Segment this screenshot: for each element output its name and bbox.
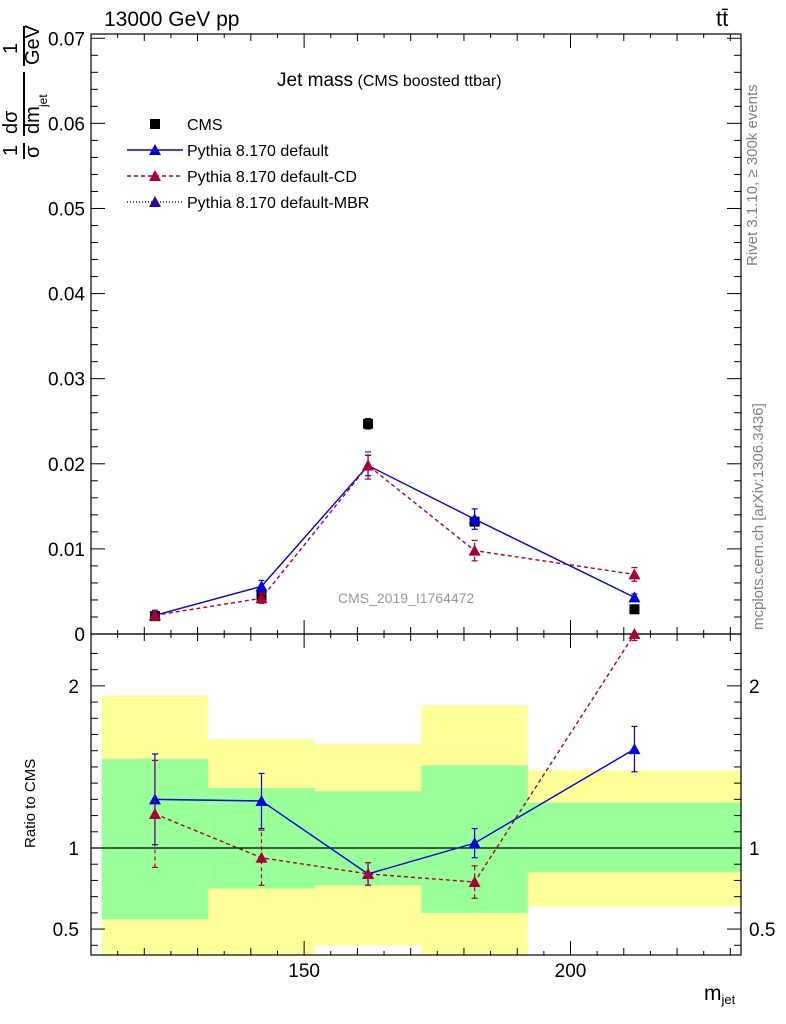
y-tick-label: 0.06 bbox=[48, 114, 85, 135]
legend-label-data: CMS bbox=[187, 117, 223, 134]
marker-cd bbox=[362, 459, 375, 471]
ratio-y-tick-label: 2 bbox=[68, 677, 79, 698]
chart-title-sub: (CMS boosted ttbar) bbox=[357, 73, 502, 90]
energy-label: 13000 GeV pp bbox=[104, 8, 240, 31]
marker-cd bbox=[255, 592, 268, 604]
marker-default bbox=[468, 513, 481, 525]
ratio-marker-default bbox=[468, 837, 481, 849]
y-tick-label: 0.01 bbox=[48, 540, 85, 561]
x-tick-label: 150 bbox=[288, 961, 320, 982]
legend-marker-cd bbox=[149, 170, 161, 181]
y-tick-label: 0.05 bbox=[48, 199, 85, 220]
y-tick-label: 0.07 bbox=[48, 29, 85, 50]
ratio-marker-cd bbox=[628, 628, 641, 639]
legend-marker-default bbox=[149, 144, 161, 155]
marker-default bbox=[628, 591, 641, 603]
process-label: tt̄ bbox=[716, 6, 729, 31]
y-tick-label: 0.04 bbox=[48, 285, 85, 306]
ratio-marker-default bbox=[148, 793, 161, 805]
ratio-marker-cd bbox=[255, 851, 268, 863]
ylabel-jet: jet bbox=[36, 94, 50, 107]
ratio-frame bbox=[90, 633, 742, 956]
ratio-y-tick-label-right: 0.5 bbox=[749, 920, 775, 941]
legend-marker-data bbox=[150, 119, 160, 129]
chart-title-main: Jet mass bbox=[277, 70, 354, 91]
ratio-line-cd bbox=[154, 633, 636, 883]
ylabel-dsigma: dσ bbox=[0, 110, 22, 134]
ratio-marker-cd bbox=[148, 807, 161, 819]
ratio-marker-cd bbox=[468, 876, 481, 888]
legend-marker-mbr bbox=[149, 196, 161, 207]
x-tick-label: 200 bbox=[555, 961, 587, 982]
ylabel-dm: dm bbox=[22, 106, 44, 134]
data-point bbox=[629, 604, 640, 615]
ratio-y-tick-label: 1 bbox=[68, 839, 79, 860]
marker-cd bbox=[628, 568, 641, 580]
chart-title: Jet mass (CMS boosted ttbar) bbox=[277, 70, 502, 92]
ratio-y-tick-label-right: 1 bbox=[749, 839, 760, 860]
data-point bbox=[363, 418, 374, 429]
watermark: CMS_2019_I1764472 bbox=[338, 590, 475, 606]
marker-default bbox=[255, 580, 268, 592]
y-axis-label-ratio: Ratio to CMS bbox=[22, 758, 39, 848]
ylabel-one: 1 bbox=[0, 144, 22, 156]
mcplots-label: mcplots.cern.ch [arXiv:1306.3436] bbox=[750, 403, 767, 630]
legend-label-cd: Pythia 8.170 default-CD bbox=[187, 169, 357, 186]
x-axis-label: mjet bbox=[704, 982, 735, 1007]
marker-cd bbox=[148, 609, 161, 621]
y-axis-label-main: 1 σ dσ dm jet 1 GeV bbox=[0, 2, 50, 162]
ratio-marker-default bbox=[628, 743, 641, 755]
y-tick-label: 0.02 bbox=[48, 455, 85, 476]
legend-label-default: Pythia 8.170 default bbox=[187, 143, 329, 160]
rivet-label: Rivet 3.1.10, ≥ 300k events bbox=[744, 84, 761, 266]
ratio-y-tick-label-right: 2 bbox=[749, 677, 760, 698]
x-axis-label-main: m bbox=[704, 982, 722, 1005]
ratio-marker-cd bbox=[362, 867, 375, 879]
ylabel-gev: GeV bbox=[22, 24, 44, 65]
ratio-marker-default bbox=[255, 794, 268, 806]
series-line-cd bbox=[154, 464, 635, 616]
ylabel-one-b: 1 bbox=[0, 42, 22, 54]
y-tick-label: 0 bbox=[74, 625, 85, 646]
ratio-band-inner bbox=[527, 802, 741, 873]
ylabel-sigma: σ bbox=[22, 145, 44, 158]
legend-label-mbr: Pythia 8.170 default-MBR bbox=[187, 195, 369, 212]
y-tick-label: 0.03 bbox=[48, 370, 85, 391]
ratio-y-tick-label: 0.5 bbox=[53, 920, 79, 941]
marker-cd bbox=[468, 544, 481, 556]
x-axis-label-sub: jet bbox=[721, 992, 736, 1008]
